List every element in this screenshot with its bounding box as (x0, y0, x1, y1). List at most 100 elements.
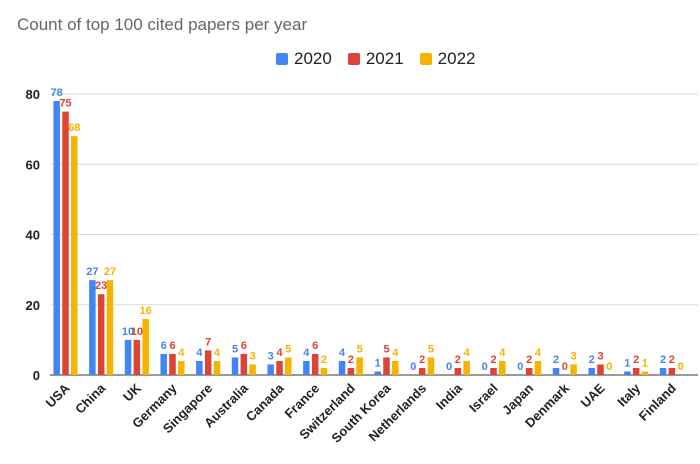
data-label: 4 (392, 347, 399, 359)
data-label: 5 (357, 343, 363, 355)
data-label: 4 (339, 347, 346, 359)
bar (383, 357, 390, 375)
data-label: 4 (196, 347, 203, 359)
bar (338, 360, 346, 375)
data-label: 3 (571, 350, 577, 362)
x-tick-label: Finland (636, 380, 679, 423)
y-tick-label: 60 (26, 157, 40, 172)
bar (267, 364, 274, 375)
bar (231, 357, 239, 375)
data-label: 4 (464, 347, 471, 359)
bar (454, 367, 462, 375)
data-label: 6 (161, 340, 167, 352)
data-label: 5 (285, 343, 291, 355)
data-label: 2 (589, 354, 595, 366)
bar (534, 360, 542, 375)
y-tick-label: 0 (33, 368, 40, 383)
bar (597, 364, 604, 375)
legend-swatch-2020 (276, 53, 288, 65)
data-label: 4 (535, 347, 542, 359)
bar (204, 350, 212, 375)
bar (624, 371, 631, 375)
data-label: 0 (517, 361, 523, 373)
data-label: 4 (499, 347, 506, 359)
data-label: 1 (375, 357, 381, 369)
legend-label-2020: 2020 (294, 49, 332, 68)
data-label: 0 (410, 361, 416, 373)
bar (356, 357, 363, 375)
data-label: 27 (86, 266, 98, 278)
bar (641, 371, 649, 375)
bar (392, 360, 399, 375)
bar (552, 367, 560, 375)
data-label: 2 (660, 354, 666, 366)
data-label: 16 (140, 305, 152, 317)
bar (196, 360, 203, 375)
bar (320, 367, 328, 375)
bar (374, 371, 381, 375)
data-label: 2 (490, 354, 496, 366)
legend-label-2022: 2022 (437, 49, 476, 68)
bar (659, 367, 667, 375)
data-label: 2 (553, 354, 559, 366)
data-label: 0 (446, 361, 452, 373)
data-label: 4 (276, 347, 283, 359)
x-tick-label: USA (43, 380, 73, 410)
x-tick-label: Canada (243, 380, 287, 424)
bar (142, 318, 149, 375)
data-label: 5 (428, 343, 434, 355)
bar (213, 360, 221, 375)
y-tick-label: 40 (26, 228, 40, 243)
data-label: 3 (250, 350, 256, 362)
data-label: 68 (68, 122, 80, 134)
data-label: 6 (241, 340, 247, 352)
bar (463, 360, 470, 375)
data-label: 0 (678, 361, 684, 373)
bar (276, 360, 283, 375)
data-label: 2 (321, 354, 327, 366)
bar (62, 111, 69, 375)
y-tick-label: 20 (26, 298, 40, 313)
legend-swatch-2022 (419, 53, 432, 65)
data-label: 1 (624, 357, 630, 369)
legend-item-2020[interactable]: 2020 (276, 49, 332, 69)
data-label: 4 (303, 347, 310, 359)
bar (285, 357, 292, 375)
data-label: 5 (232, 343, 238, 355)
data-label: 3 (597, 350, 603, 362)
bar (124, 339, 132, 375)
x-tick-label: UAE (578, 380, 608, 410)
bar (133, 339, 141, 375)
data-label: 0 (562, 361, 568, 373)
bar (525, 367, 533, 375)
bar (499, 360, 506, 375)
bar (178, 360, 185, 375)
bar (71, 136, 78, 375)
data-label: 2 (419, 354, 425, 366)
legend-item-2022[interactable]: 2022 (419, 49, 476, 69)
bar (160, 353, 167, 375)
data-label: 6 (312, 340, 318, 352)
bar (303, 360, 310, 375)
x-tick-label: UK (120, 380, 144, 404)
data-label: 78 (51, 87, 63, 99)
legend: 2020 2021 2022 (276, 49, 491, 69)
data-label: 4 (214, 347, 221, 359)
data-label: 5 (383, 343, 389, 355)
data-label: 2 (526, 354, 532, 366)
x-tick-label: India (433, 380, 466, 413)
bar (97, 294, 105, 375)
bar (632, 367, 640, 375)
x-tick-label: Italy (614, 380, 644, 410)
legend-item-2021[interactable]: 2021 (347, 49, 404, 69)
data-label: 3 (268, 350, 274, 362)
data-label: 10 (122, 326, 134, 338)
data-label: 7 (205, 336, 211, 348)
data-label: 4 (178, 347, 185, 359)
data-label: 75 (59, 98, 71, 110)
bar (490, 367, 497, 375)
x-tick-label: China (72, 380, 109, 417)
data-label: 0 (606, 361, 612, 373)
bar (249, 364, 256, 375)
